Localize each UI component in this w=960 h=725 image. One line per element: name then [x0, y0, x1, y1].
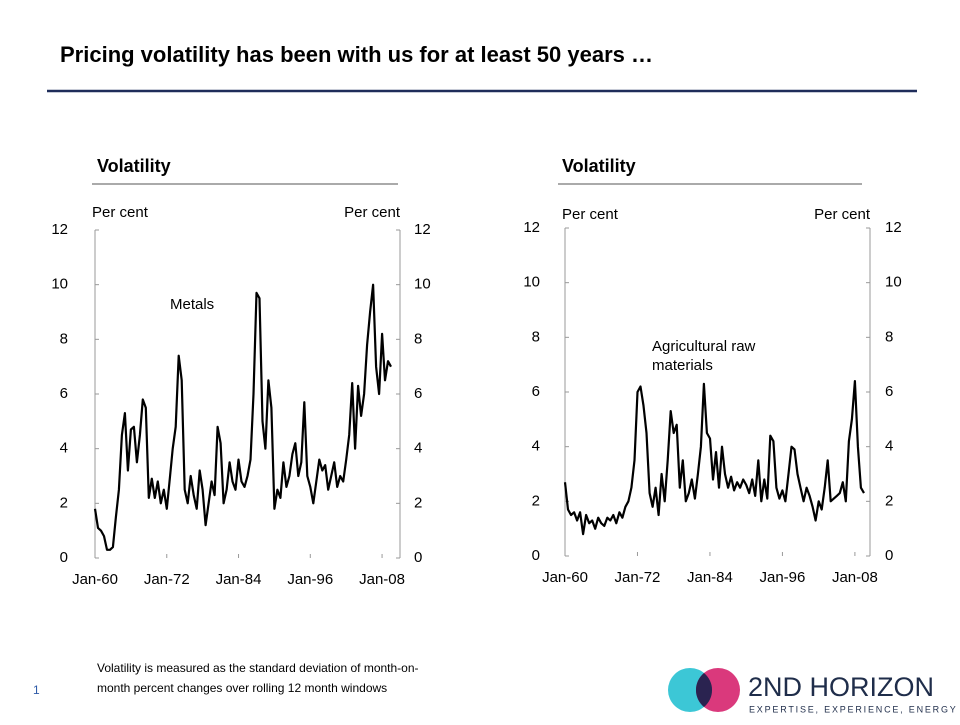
logo-overlap — [695, 673, 713, 707]
page-number: 1 — [33, 683, 40, 697]
annotation: Agricultural raw — [652, 338, 756, 355]
footnote: month percent changes over rolling 12 mo… — [97, 681, 387, 695]
y-tick-label: 8 — [60, 330, 68, 347]
x-tick-label: Jan-84 — [216, 571, 262, 588]
y2-tick-label: 12 — [414, 221, 431, 238]
y2-axis-label: Per cent — [344, 204, 401, 221]
x-tick-label: Jan-08 — [359, 571, 405, 588]
chart: Volatility Per cent Per cent 0 2 4 6 8 10 12 0 2 4 6 8… — [51, 156, 430, 588]
y2-tick-label: 6 — [885, 383, 893, 400]
y-tick-label: 6 — [60, 385, 68, 402]
y2-tick-label: 4 — [414, 440, 422, 457]
logo-tagline: EXPERTISE, EXPERIENCE, ENERGY — [749, 704, 958, 714]
data-line — [93, 283, 392, 551]
x-tick-label: Jan-84 — [687, 569, 733, 586]
chart-title: Volatility — [97, 156, 171, 176]
y-axis-label: Per cent — [562, 206, 619, 223]
y2-tick-label: 10 — [414, 276, 431, 293]
y2-tick-label: 12 — [885, 219, 902, 236]
y-axis-label: Per cent — [92, 204, 149, 221]
logo-name: 2ND HORIZON — [748, 672, 934, 702]
y2-tick-label: 4 — [885, 438, 893, 455]
chart: Volatility Per cent Per cent 0 2 4 6 8 10 12 0 2 4 6 8… — [523, 156, 901, 586]
x-tick-label: Jan-72 — [615, 569, 661, 586]
y-tick-label: 12 — [523, 219, 540, 236]
annotation: materials — [652, 357, 713, 374]
y2-tick-label: 8 — [885, 328, 893, 345]
y2-tick-label: 0 — [885, 547, 893, 564]
y-tick-label: 10 — [51, 276, 68, 293]
x-tick-label: Jan-72 — [144, 571, 190, 588]
x-tick-label: Jan-96 — [759, 569, 805, 586]
data-line — [563, 380, 865, 536]
logo: 2ND HORIZON EXPERTISE, EXPERIENCE, ENERG… — [668, 668, 958, 714]
y2-tick-label: 2 — [885, 492, 893, 509]
y-tick-label: 8 — [532, 328, 540, 345]
chart-title: Volatility — [562, 156, 636, 176]
footnote: Volatility is measured as the standard d… — [97, 661, 419, 675]
y-tick-label: 2 — [532, 492, 540, 509]
y-tick-label: 0 — [532, 547, 540, 564]
y-tick-label: 2 — [60, 494, 68, 511]
x-tick-label: Jan-08 — [832, 569, 878, 586]
x-tick-label: Jan-60 — [542, 569, 588, 586]
slide-title: Pricing volatility has been with us for … — [60, 42, 653, 67]
x-tick-label: Jan-96 — [287, 571, 333, 588]
annotation: Metals — [170, 296, 214, 313]
y-tick-label: 4 — [60, 440, 68, 457]
y-tick-label: 6 — [532, 383, 540, 400]
y-tick-label: 0 — [60, 549, 68, 566]
y2-tick-label: 8 — [414, 330, 422, 347]
y2-tick-label: 10 — [885, 274, 902, 291]
y-tick-label: 4 — [532, 438, 540, 455]
x-tick-label: Jan-60 — [72, 571, 118, 588]
y-tick-label: 12 — [51, 221, 68, 238]
y-tick-label: 10 — [523, 274, 540, 291]
y2-tick-label: 2 — [414, 494, 422, 511]
y2-axis-label: Per cent — [814, 206, 871, 223]
y2-tick-label: 6 — [414, 385, 422, 402]
y2-tick-label: 0 — [414, 549, 422, 566]
